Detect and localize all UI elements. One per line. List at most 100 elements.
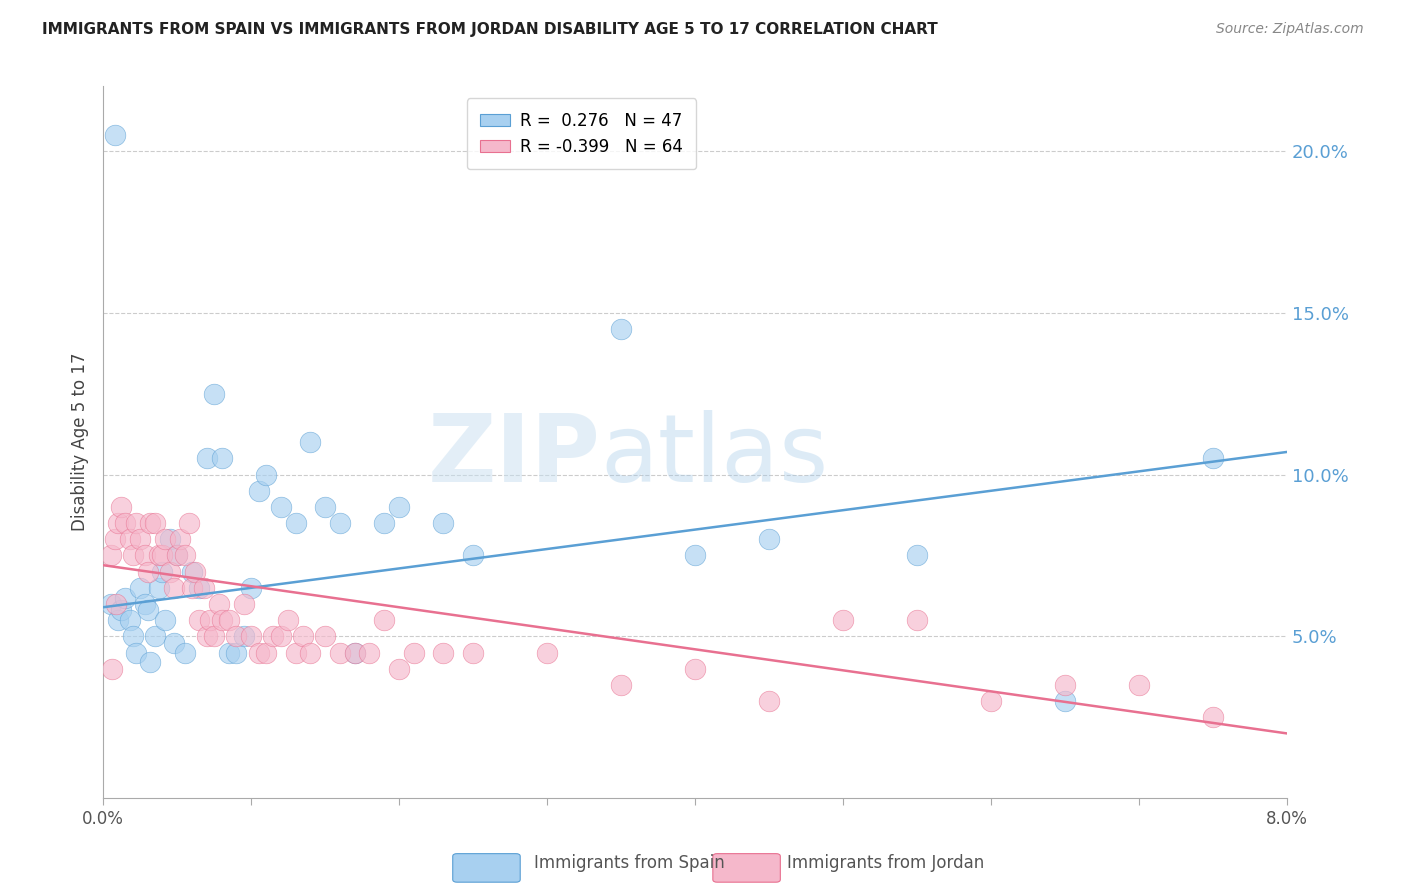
Point	[373, 613, 395, 627]
Point	[905, 613, 928, 627]
Text: IMMIGRANTS FROM SPAIN VS IMMIGRANTS FROM JORDAN DISABILITY AGE 5 TO 17 CORRELATI: IMMIGRANTS FROM SPAIN VS IMMIGRANTS FROM…	[42, 22, 938, 37]
Point	[136, 603, 159, 617]
Point	[207, 597, 229, 611]
Point	[299, 646, 322, 660]
Point	[202, 629, 225, 643]
Point	[139, 516, 162, 530]
Point	[277, 613, 299, 627]
Point	[343, 646, 366, 660]
Point	[461, 646, 484, 660]
Point	[188, 581, 211, 595]
Legend: R =  0.276   N = 47, R = -0.399   N = 64: R = 0.276 N = 47, R = -0.399 N = 64	[467, 98, 696, 169]
Point	[610, 678, 633, 692]
Text: Source: ZipAtlas.com: Source: ZipAtlas.com	[1216, 22, 1364, 37]
Point	[159, 533, 181, 547]
Point	[359, 646, 381, 660]
Point	[211, 451, 233, 466]
Point	[114, 591, 136, 605]
Point	[218, 613, 240, 627]
Point	[758, 533, 780, 547]
Point	[1202, 710, 1225, 724]
Point	[314, 500, 336, 514]
Point	[218, 646, 240, 660]
Point	[180, 565, 202, 579]
Point	[195, 629, 218, 643]
Point	[232, 597, 254, 611]
Point	[155, 533, 177, 547]
Point	[254, 467, 277, 482]
Text: ZIP: ZIP	[427, 410, 600, 502]
Point	[100, 597, 122, 611]
Point	[270, 629, 292, 643]
Point	[118, 533, 141, 547]
Point	[173, 549, 195, 563]
Y-axis label: Disability Age 5 to 17: Disability Age 5 to 17	[72, 353, 89, 532]
Point	[121, 629, 143, 643]
Point	[101, 662, 124, 676]
Point	[432, 646, 454, 660]
Point	[104, 533, 127, 547]
Point	[134, 597, 156, 611]
Point	[143, 516, 166, 530]
Point	[125, 516, 148, 530]
Point	[121, 549, 143, 563]
Point	[1202, 451, 1225, 466]
Point	[143, 629, 166, 643]
Point	[114, 516, 136, 530]
Point	[193, 581, 215, 595]
Point	[107, 613, 129, 627]
Point	[129, 581, 152, 595]
Point	[905, 549, 928, 563]
Text: Immigrants from Spain: Immigrants from Spain	[534, 855, 725, 872]
Point	[683, 662, 706, 676]
Point	[100, 549, 122, 563]
Point	[211, 613, 233, 627]
Point	[240, 629, 263, 643]
Point	[150, 549, 173, 563]
Point	[177, 516, 200, 530]
Point	[432, 516, 454, 530]
Point	[388, 500, 411, 514]
Point	[104, 128, 127, 142]
Point	[240, 581, 263, 595]
Point	[299, 435, 322, 450]
Point	[254, 646, 277, 660]
Point	[134, 549, 156, 563]
Point	[314, 629, 336, 643]
Point	[173, 646, 195, 660]
Point	[139, 655, 162, 669]
Point	[461, 549, 484, 563]
Point	[136, 565, 159, 579]
Point	[373, 516, 395, 530]
Point	[105, 597, 128, 611]
Point	[148, 549, 170, 563]
Point	[169, 533, 191, 547]
Point	[232, 629, 254, 643]
Point	[683, 549, 706, 563]
Point	[110, 603, 132, 617]
Point	[1128, 678, 1150, 692]
Point	[388, 662, 411, 676]
Point	[284, 646, 307, 660]
Point	[291, 629, 314, 643]
Point	[188, 613, 211, 627]
Point	[202, 386, 225, 401]
Point	[166, 549, 188, 563]
Point	[247, 483, 270, 498]
Point	[163, 581, 186, 595]
Point	[118, 613, 141, 627]
Point	[166, 549, 188, 563]
Point	[247, 646, 270, 660]
Point	[155, 613, 177, 627]
Point	[159, 565, 181, 579]
Point	[225, 646, 247, 660]
Point	[163, 636, 186, 650]
Point	[180, 581, 202, 595]
Point	[195, 451, 218, 466]
Point	[980, 694, 1002, 708]
Point	[107, 516, 129, 530]
Point	[148, 581, 170, 595]
Point	[184, 565, 207, 579]
Point	[110, 500, 132, 514]
Point	[1053, 678, 1076, 692]
